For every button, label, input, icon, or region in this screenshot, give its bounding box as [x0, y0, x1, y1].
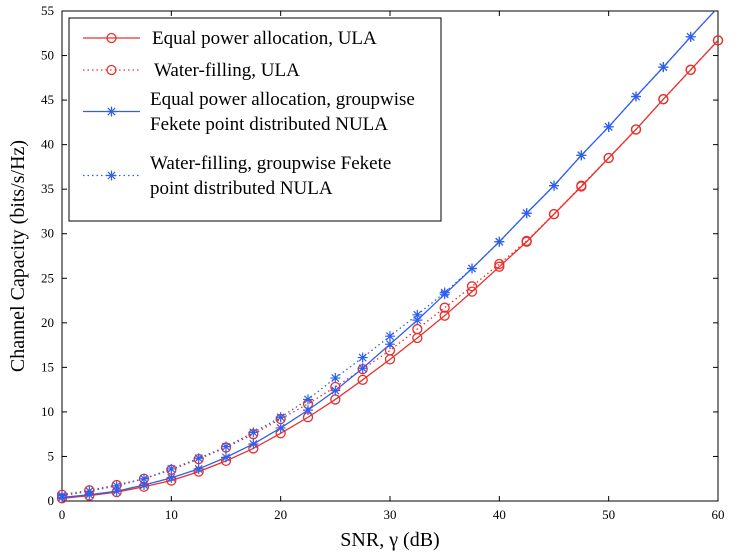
- series-3-marker: [412, 315, 423, 326]
- series-2-marker: [576, 180, 587, 191]
- y-tick-label: 35: [41, 181, 54, 196]
- y-tick-label: 30: [41, 226, 54, 241]
- series-4-marker: [658, 62, 669, 73]
- legend-label-1: Equal power allocation, ULA: [152, 28, 377, 49]
- y-tick-label: 15: [41, 359, 54, 374]
- series-4-marker: [412, 309, 423, 320]
- series-4-marker: [439, 287, 450, 298]
- series-4-marker: [576, 150, 587, 161]
- legend-marker-3: [106, 106, 117, 117]
- x-tick-label: 50: [602, 507, 615, 522]
- series-4-marker: [521, 208, 532, 219]
- series-2-marker: [630, 124, 642, 135]
- y-tick-label: 45: [41, 92, 54, 107]
- y-tick-label: 10: [41, 404, 54, 419]
- series-4-marker: [330, 373, 341, 384]
- series-2-marker: [548, 208, 560, 220]
- legend-box: [68, 17, 442, 222]
- y-tick-label: 40: [41, 137, 54, 152]
- legend-marker-1: [106, 32, 117, 44]
- series-3-marker: [385, 339, 395, 350]
- y-tick-label: 5: [48, 448, 55, 463]
- series-3-marker: [166, 472, 177, 483]
- series-2-marker: [658, 94, 669, 105]
- series-3-marker: [111, 486, 122, 497]
- series-4-marker: [193, 453, 204, 464]
- legend-label-4: Water-filling, groupwise Fekete: [150, 153, 391, 174]
- series-2-marker: [466, 281, 478, 292]
- legend-marker-4: [106, 170, 117, 181]
- series-2-marker: [521, 235, 532, 247]
- series-1-marker: [466, 286, 478, 297]
- legend-label-2: Water-filling, ULA: [154, 60, 300, 81]
- series-4-marker: [385, 331, 395, 342]
- series-3-marker: [330, 385, 341, 396]
- series-4-marker: [549, 180, 559, 191]
- series-4-marker: [275, 412, 286, 423]
- series-4-marker: [467, 263, 477, 274]
- legend-label-4: point distributed NULA: [150, 178, 333, 199]
- y-tick-label: 25: [41, 270, 54, 285]
- series-3-marker: [248, 438, 259, 449]
- x-tick-label: 0: [59, 507, 66, 522]
- x-tick-label: 60: [712, 507, 725, 522]
- legend-marker-2: [106, 64, 117, 76]
- series-4-marker: [685, 31, 696, 42]
- series-3-marker: [357, 363, 368, 374]
- series-4-marker: [603, 121, 614, 132]
- series-3-marker: [193, 463, 204, 474]
- series-2-marker: [439, 302, 450, 313]
- series-1-marker: [357, 374, 368, 385]
- series-line-2: [62, 39, 718, 496]
- x-tick-label: 20: [274, 507, 287, 522]
- x-tick-label: 40: [493, 507, 506, 522]
- series-2-marker: [685, 64, 696, 75]
- y-tick-label: 55: [41, 3, 54, 18]
- x-tick-label: 30: [384, 507, 397, 522]
- series-4-marker: [139, 473, 149, 484]
- series-3-marker: [275, 422, 286, 433]
- series-4-marker: [494, 236, 505, 247]
- series-3-marker: [139, 479, 149, 490]
- series-2-marker: [603, 152, 614, 164]
- series-3-marker: [303, 405, 313, 416]
- y-axis-title: Channel Capacity (bits/s/Hz): [7, 140, 29, 372]
- series-3-marker: [221, 452, 231, 463]
- legend: Equal power allocation, ULA Water-filling…: [68, 17, 442, 222]
- series-4-marker: [111, 480, 122, 491]
- x-axis-title: SNR, γ (dB): [340, 529, 439, 551]
- series-4-marker: [166, 463, 177, 474]
- series-4-marker: [248, 427, 259, 438]
- x-tick-label: 10: [165, 507, 178, 522]
- y-tick-label: 0: [48, 493, 55, 508]
- series-4-marker: [303, 394, 313, 405]
- series-4-marker: [357, 352, 368, 363]
- series-1-marker: [494, 261, 505, 272]
- series-4-marker: [221, 441, 231, 452]
- series-2-marker: [494, 258, 505, 270]
- series-4-marker: [57, 490, 67, 501]
- axis-ticks: 0 10 20 30 40 50 60 0 5 10 15 20 25 30 35 40 45 50 55: [41, 3, 725, 522]
- legend-label-3: Equal power allocation, groupwise: [150, 89, 415, 110]
- series-4-marker: [84, 486, 95, 497]
- legend-label-3: Fekete point distributed NULA: [150, 114, 388, 135]
- y-tick-label: 20: [41, 315, 54, 330]
- series-2-marker: [712, 35, 724, 46]
- series-1-marker: [439, 310, 450, 321]
- y-tick-label: 50: [41, 48, 54, 63]
- series-4-marker: [631, 91, 641, 102]
- markers-layer: [56, 31, 724, 504]
